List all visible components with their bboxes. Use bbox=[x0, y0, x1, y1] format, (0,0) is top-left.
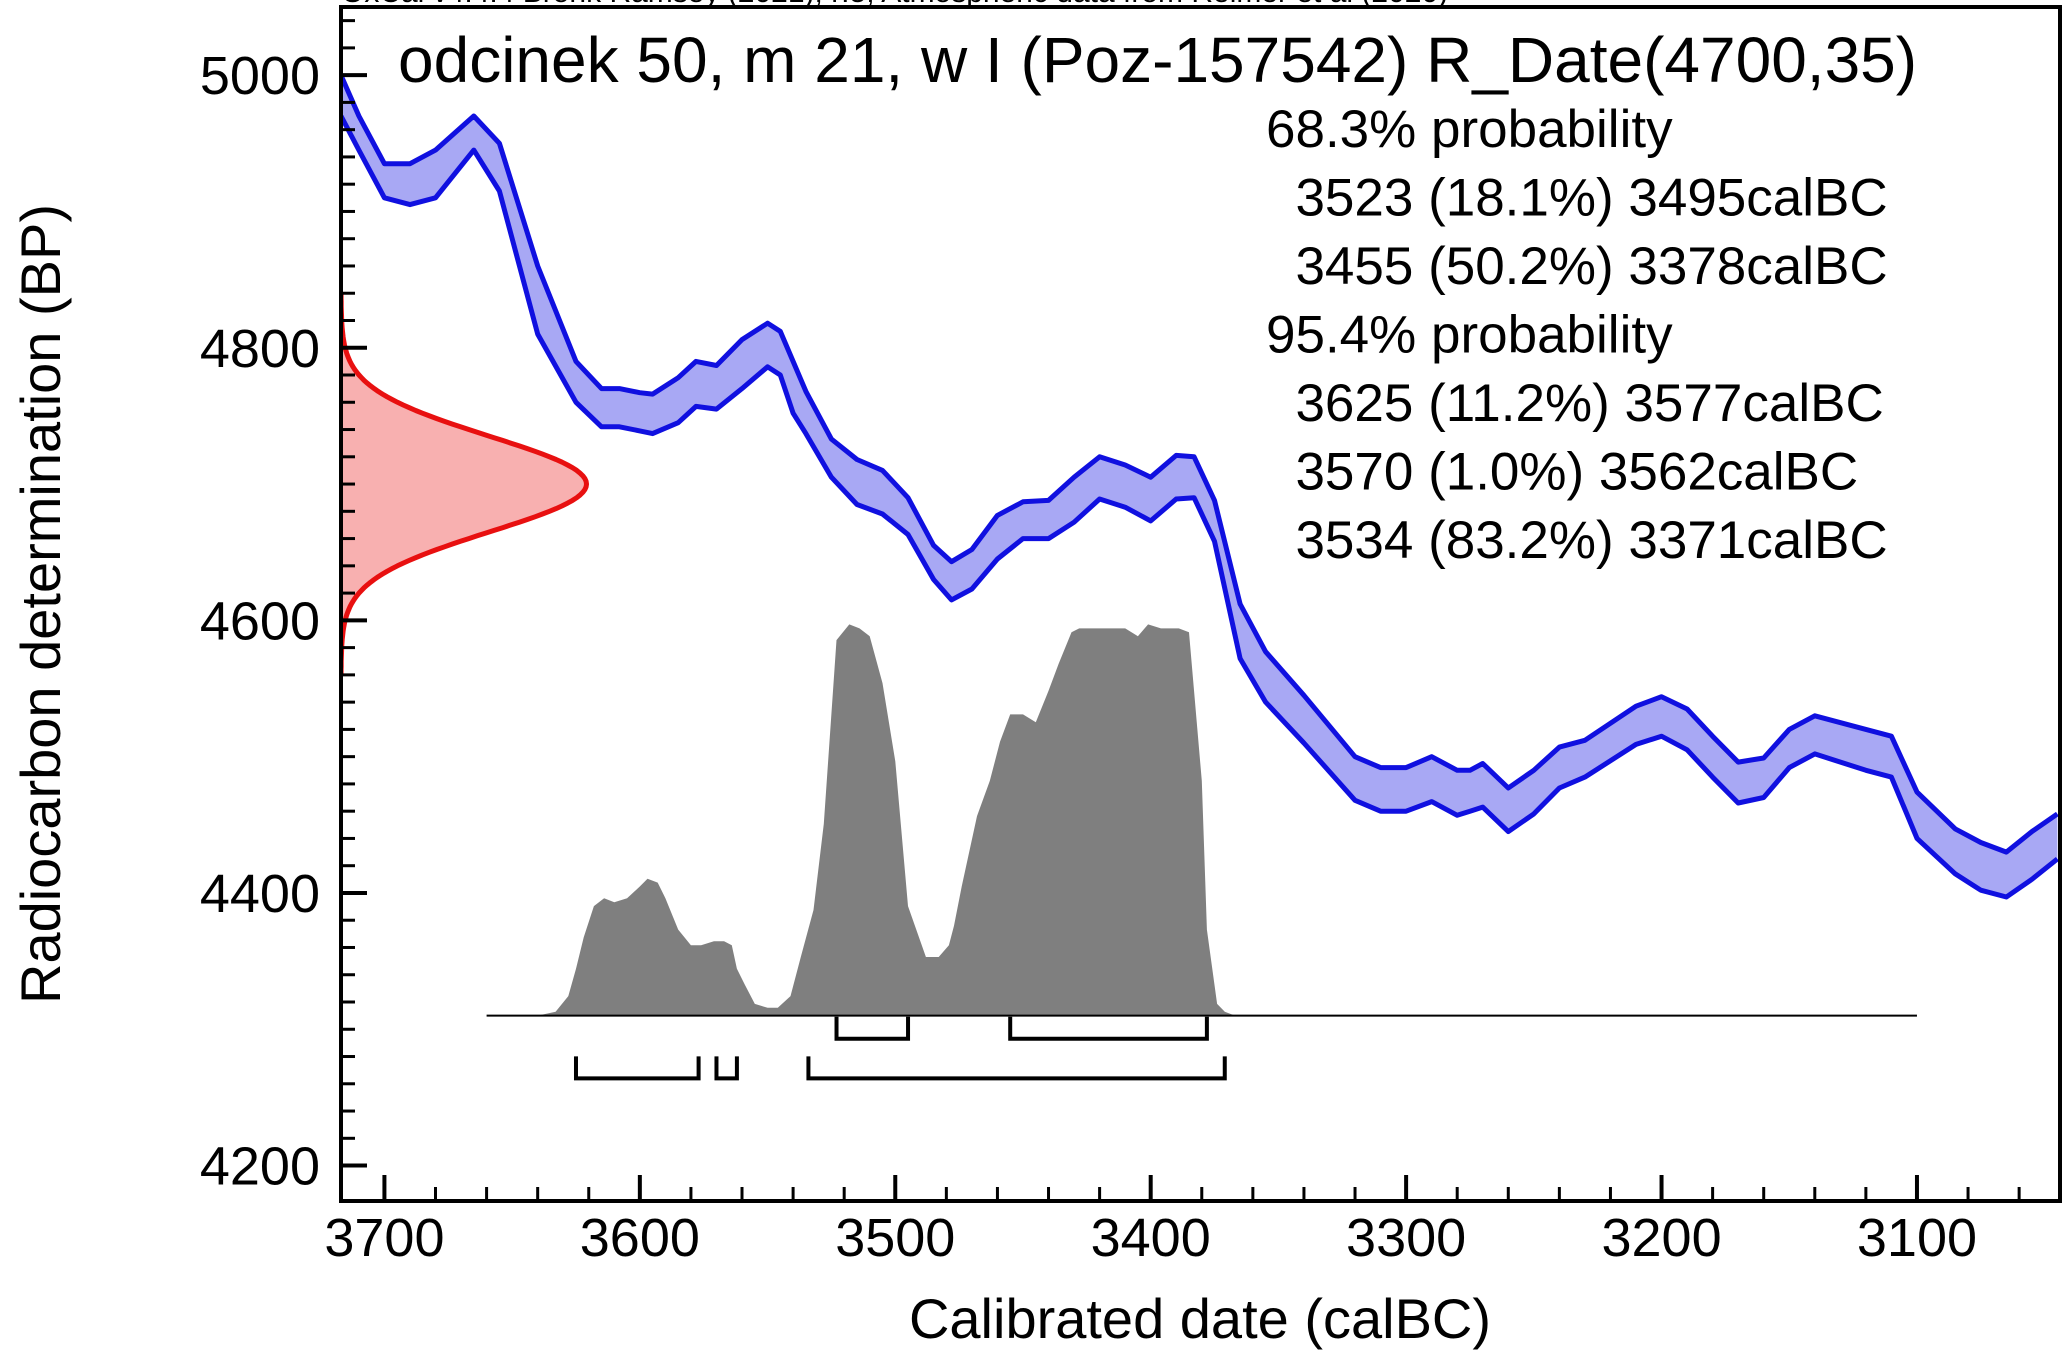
range-68-bracket bbox=[1008, 1016, 1209, 1041]
x-tick-label: 3400 bbox=[1091, 1208, 1211, 1268]
x-tick-label: 3700 bbox=[324, 1208, 444, 1268]
calibrated-distribution bbox=[486, 624, 1918, 1016]
y-tick-label: 4600 bbox=[200, 591, 320, 651]
y-axis-title: Radiocarbon determination (BP) bbox=[9, 204, 72, 1004]
probability-info-line: 3455 (50.2%) 3378calBC bbox=[1266, 237, 1888, 296]
y-tick-label: 5000 bbox=[200, 46, 320, 106]
x-tick-label: 3300 bbox=[1346, 1208, 1466, 1268]
top-note: OxCal v4.4.4 Bronk Ramsey (2021); r:5; A… bbox=[341, 0, 1448, 9]
range-68-bracket bbox=[834, 1016, 911, 1041]
x-axis-title: Calibrated date (calBC) bbox=[909, 1287, 1491, 1350]
range-95-bracket bbox=[806, 1056, 1227, 1081]
range-95-bracket bbox=[714, 1056, 739, 1081]
probability-info-line: 3534 (83.2%) 3371calBC bbox=[1266, 511, 1888, 570]
chart-title: odcinek 50, m 21, w I (Poz-157542) R_Dat… bbox=[398, 24, 1917, 96]
y-tick-label: 4200 bbox=[200, 1137, 320, 1197]
probability-info-line: 3570 (1.0%) 3562calBC bbox=[1266, 443, 1858, 502]
x-tick-label: 3100 bbox=[1857, 1208, 1977, 1268]
calibration-curve-lower-line bbox=[341, 114, 2059, 900]
probability-info: 68.3% probability 3523 (18.1%) 3495calBC… bbox=[1266, 100, 1888, 570]
y-tick-label: 4800 bbox=[200, 319, 320, 379]
x-tick-label: 3500 bbox=[835, 1208, 955, 1268]
probability-info-line: 68.3% probability bbox=[1266, 100, 1673, 159]
calibration-curve-band bbox=[341, 75, 2058, 897]
plot-area bbox=[341, 74, 2059, 1081]
measurement-distribution-fill bbox=[341, 293, 587, 675]
y-tick-label: 4400 bbox=[200, 864, 320, 924]
range-95-bracket bbox=[573, 1056, 701, 1081]
x-tick-label: 3600 bbox=[580, 1208, 700, 1268]
axes: 3700 3600 3500 3400 3300 3200 3100 4200 4400 4600… bbox=[200, 19, 2021, 1268]
probability-info-line: 3625 (11.2%) 3577calBC bbox=[1266, 374, 1884, 433]
measurement-distribution-line bbox=[341, 293, 589, 675]
probability-info-line: 3523 (18.1%) 3495calBC bbox=[1266, 169, 1888, 228]
x-tick-label: 3200 bbox=[1601, 1208, 1721, 1268]
calibration-curve-upper-line bbox=[341, 74, 2059, 855]
probability-info-line: 95.4% probability bbox=[1266, 306, 1673, 365]
